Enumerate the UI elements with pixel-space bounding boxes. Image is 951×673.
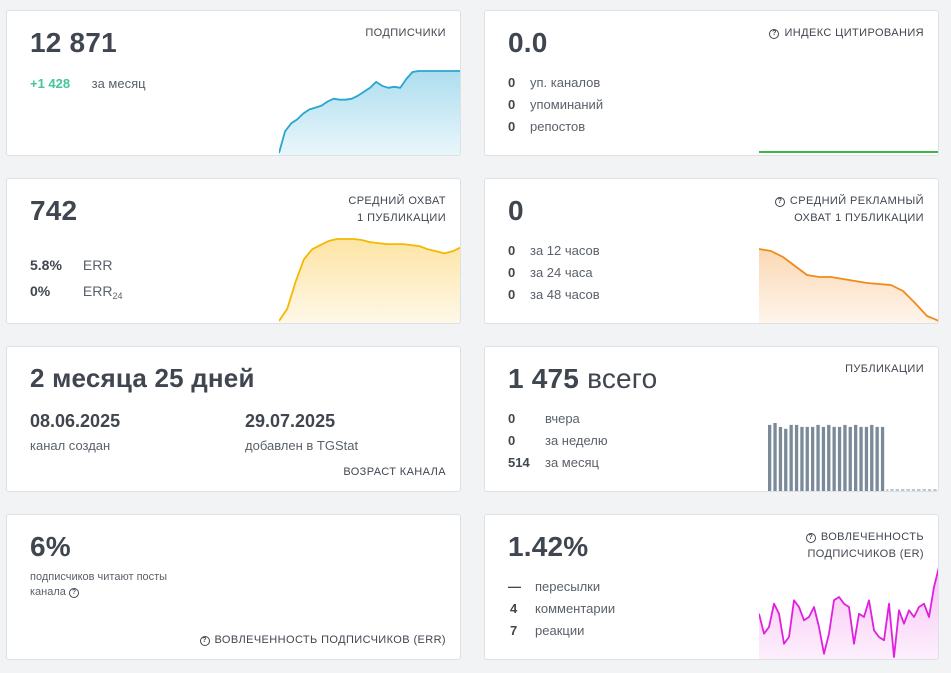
posts-bar bbox=[837, 426, 842, 491]
posts-bar bbox=[816, 424, 820, 491]
average-reach-title: СРЕДНИЙ ОХВАТ 1 ПУБЛИКАЦИИ bbox=[348, 195, 446, 224]
ad-reach-row: 0 за 48 часов bbox=[508, 287, 600, 302]
posts-bar bbox=[864, 426, 869, 491]
channel-age-value: 2 месяца 25 дней bbox=[30, 363, 255, 393]
posts-bar-chart bbox=[768, 423, 937, 491]
subscribers-title: ПОДПИСЧИКИ bbox=[365, 27, 446, 39]
posts-bar bbox=[805, 426, 809, 491]
posts-bar bbox=[800, 426, 804, 491]
tgstat-added-label: добавлен в TGStat bbox=[245, 438, 359, 453]
posts-bar bbox=[854, 424, 858, 491]
posts-bar bbox=[778, 426, 783, 491]
citation-trend-chart bbox=[759, 151, 938, 153]
err-value: 5.8% bbox=[30, 257, 62, 273]
help-icon[interactable]: ? bbox=[199, 636, 210, 646]
err-card[interactable]: 6% подписчиков читают посты канала ? ? ВО… bbox=[6, 514, 461, 660]
posts-bar bbox=[789, 424, 793, 491]
citation-index-value: 0.0 bbox=[508, 27, 548, 58]
er-title: ? ВОВЛЕЧЕННОСТЬ ПОДПИСЧИКОВ (ER) bbox=[805, 531, 924, 560]
average-reach-trend-chart bbox=[279, 238, 460, 323]
help-icon[interactable]: ? bbox=[805, 533, 816, 543]
channel-created-date: 08.06.2025 bbox=[30, 411, 121, 431]
subscribers-trend-area bbox=[279, 71, 460, 155]
citation-row: 0 уп. каналов bbox=[508, 75, 601, 90]
reach-trend-area bbox=[279, 239, 460, 323]
ad-reach-row: 0 за 24 часа bbox=[508, 265, 593, 280]
posts-bar bbox=[768, 424, 772, 491]
ad-reach-value: 0 bbox=[508, 195, 524, 226]
posts-bar bbox=[784, 428, 788, 491]
subscribers-delta-label: за месяц bbox=[91, 76, 146, 91]
err-description: подписчиков читают посты канала ? bbox=[30, 571, 168, 598]
er-row: 4 комментарии bbox=[510, 601, 616, 616]
er-card[interactable]: 1.42% ? ВОВЛЕЧЕННОСТЬ ПОДПИСЧИКОВ (ER) — пе… bbox=[484, 514, 939, 660]
ad-reach-title: ? СРЕДНИЙ РЕКЛАМНЫЙ ОХВАТ 1 ПУБЛИКАЦИИ bbox=[774, 193, 924, 227]
average-reach-value: 742 bbox=[30, 195, 78, 226]
posts-card[interactable]: 1 475 всего ПУБЛИКАЦИИ 0 вчера 0 за неделю… bbox=[484, 346, 939, 492]
ad-reach-trend-line bbox=[759, 248, 938, 322]
ad-reach-trend-chart bbox=[759, 248, 938, 323]
channel-created-label: канал создан bbox=[30, 438, 111, 453]
err-title: ? ВОВЛЕЧЕННОСТЬ ПОДПИСЧИКОВ (ERR) bbox=[199, 632, 446, 649]
posts-bar bbox=[827, 424, 831, 491]
posts-bar bbox=[870, 424, 874, 491]
help-icon[interactable]: ? bbox=[769, 29, 780, 39]
posts-row: 0 вчера bbox=[508, 411, 580, 426]
posts-bar bbox=[859, 426, 863, 491]
posts-title: ПУБЛИКАЦИИ bbox=[845, 363, 924, 375]
citation-index-title: ? ИНДЕКС ЦИТИРОВАНИЯ bbox=[769, 25, 924, 42]
average-reach-card[interactable]: 742 СРЕДНИЙ ОХВАТ 1 ПУБЛИКАЦИИ 5.8% ERR 0… bbox=[6, 178, 461, 324]
help-icon[interactable]: ? bbox=[68, 588, 79, 598]
er-trend-line bbox=[759, 567, 938, 658]
help-icon[interactable]: ? bbox=[774, 197, 785, 207]
posts-bar bbox=[811, 426, 815, 491]
citation-index-card[interactable]: 0.0 ? ИНДЕКС ЦИТИРОВАНИЯ 0 уп. каналов 0 уп… bbox=[484, 10, 939, 156]
err-label: ERR bbox=[82, 257, 113, 273]
subscribers-card[interactable]: 12 871 ПОДПИСЧИКИ +1 428 за месяц bbox=[6, 10, 461, 156]
posts-bar bbox=[773, 423, 777, 491]
posts-bar bbox=[832, 426, 836, 491]
er-row: 7 реакции bbox=[510, 623, 585, 638]
channel-age-title: ВОЗРАСТ КАНАЛА bbox=[343, 466, 446, 478]
subscribers-count: 12 871 bbox=[30, 27, 117, 58]
er-row: — пересылки bbox=[508, 579, 601, 594]
tgstat-added-date: 29.07.2025 bbox=[245, 411, 336, 431]
er-trend-chart bbox=[759, 567, 938, 659]
posts-bar bbox=[880, 426, 885, 491]
err24-value: 0% bbox=[30, 283, 51, 299]
posts-bar bbox=[821, 426, 826, 491]
posts-row: 0 за неделю bbox=[508, 433, 608, 448]
er-trend-area bbox=[759, 571, 938, 659]
ad-reach-row: 0 за 12 часов bbox=[508, 243, 600, 258]
posts-row: 514 за месяц bbox=[508, 455, 599, 470]
posts-bar bbox=[848, 426, 852, 491]
channel-age-card[interactable]: 2 месяца 25 дней 08.06.2025 канал создан… bbox=[6, 346, 461, 492]
citation-row: 0 репостов bbox=[508, 119, 586, 134]
ad-reach-trend-area bbox=[759, 249, 938, 323]
posts-bar bbox=[875, 426, 879, 491]
posts-total: 1 475 всего bbox=[508, 363, 658, 394]
subscribers-delta: +1 428 bbox=[30, 76, 71, 91]
ad-reach-card[interactable]: 0 ? СРЕДНИЙ РЕКЛАМНЫЙ ОХВАТ 1 ПУБЛИКАЦИИ 0… bbox=[484, 178, 939, 324]
reach-trend-line bbox=[279, 238, 460, 322]
subscribers-trend-line bbox=[279, 70, 460, 154]
posts-bar bbox=[843, 424, 847, 491]
subscribers-trend-chart bbox=[279, 70, 460, 155]
citation-row: 0 упоминаний bbox=[508, 97, 604, 112]
posts-bar bbox=[794, 424, 799, 491]
err-percent: 6% bbox=[30, 531, 71, 562]
err24-label: ERR24 bbox=[82, 283, 123, 301]
er-percent: 1.42% bbox=[508, 531, 589, 562]
